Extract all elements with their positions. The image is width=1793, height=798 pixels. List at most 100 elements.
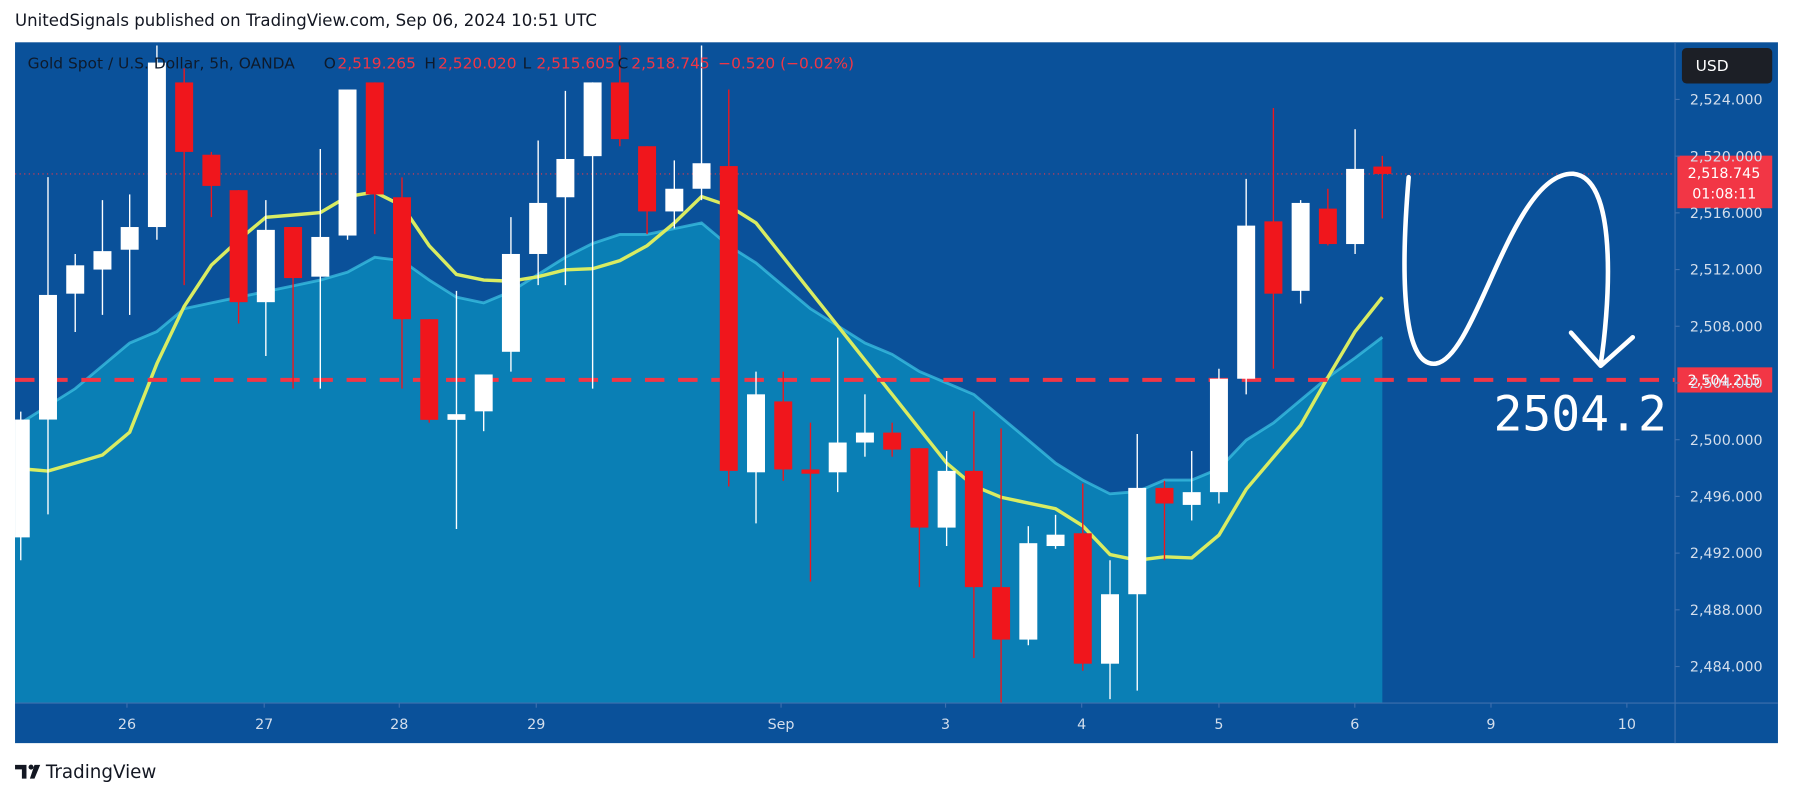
currency-label[interactable]: USD	[1696, 57, 1729, 75]
candle-body	[1209, 378, 1228, 493]
x-tick-label: 28	[390, 717, 408, 733]
header-title: UnitedSignals published on TradingView.c…	[15, 11, 597, 30]
candle-body	[229, 190, 248, 303]
candle-body	[202, 154, 221, 186]
candle-body	[175, 82, 194, 152]
candle-body	[910, 448, 929, 528]
plot-area	[15, 45, 1676, 704]
candle-body	[719, 166, 738, 471]
candle-body	[1155, 487, 1174, 504]
countdown-label: 01:08:11	[1692, 187, 1756, 203]
candle-body	[365, 82, 384, 195]
y-tick-label: 2,484.000	[1690, 660, 1763, 676]
y-tick-label: 2,520.000	[1690, 149, 1763, 165]
candle-body	[583, 82, 602, 157]
candle-body	[1128, 487, 1147, 595]
y-tick-label: 2,508.000	[1690, 319, 1763, 335]
candle-body	[393, 197, 411, 320]
candle-body	[1264, 221, 1283, 294]
x-tick-label: 9	[1486, 717, 1495, 733]
candle-body	[1046, 534, 1065, 547]
candle-body	[774, 401, 793, 470]
candle-body	[284, 227, 303, 279]
x-tick-label: 29	[527, 717, 545, 733]
x-tick-label: 27	[255, 717, 273, 733]
y-tick-label: 2,500.000	[1690, 433, 1763, 449]
candle-body	[1182, 492, 1201, 505]
legend-value: 2,515.605	[536, 55, 615, 73]
candle-body	[93, 251, 112, 270]
x-tick-label: Sep	[768, 717, 795, 733]
candle-body	[992, 587, 1011, 640]
candle-body	[447, 414, 466, 420]
candle-body	[1101, 594, 1120, 664]
level-label: 2,504.215	[1688, 373, 1761, 389]
x-tick-label: 26	[118, 717, 136, 733]
candle-body	[638, 146, 657, 212]
legend-change: −0.520 (−0.02%)	[718, 55, 854, 73]
candle-body	[1373, 166, 1392, 174]
y-tick-label: 2,488.000	[1690, 603, 1763, 619]
level-label-box	[1677, 367, 1773, 393]
legend-value: 2,519.265	[337, 55, 416, 73]
candle-body	[1346, 168, 1365, 245]
last-price-label: 2,518.745	[1688, 166, 1761, 182]
hand-drawn-arrow	[1402, 171, 1611, 366]
candle-body	[474, 374, 493, 412]
legend-key: O	[324, 55, 336, 73]
candle-body	[801, 469, 820, 474]
y-tick-label: 2,512.000	[1690, 263, 1763, 279]
y-tick-label: 2,496.000	[1690, 490, 1763, 506]
candle-body	[964, 470, 983, 588]
candle-body	[147, 62, 166, 228]
candle-body	[556, 158, 575, 198]
legend-key: H	[424, 55, 436, 73]
footer-logo	[15, 764, 41, 779]
arrow-head	[1568, 330, 1636, 369]
candle-body	[1291, 202, 1310, 291]
legend-value: 2,518.745	[631, 55, 709, 73]
legend-title: Gold Spot / U.S. Dollar, 5h, OANDA	[28, 55, 296, 73]
y-tick-label: 2,516.000	[1690, 206, 1763, 222]
footer-brand: TradingView	[45, 762, 157, 783]
x-tick-label: 5	[1214, 717, 1223, 733]
legend-key: C	[618, 55, 629, 73]
candle-body	[610, 82, 629, 140]
candle-body	[828, 442, 847, 473]
candle-body	[692, 163, 711, 189]
x-tick-label: 10	[1618, 717, 1636, 733]
x-tick-label: 6	[1350, 717, 1359, 733]
annotation: 2504.2	[1493, 386, 1666, 442]
candle-body	[15, 419, 30, 538]
legend-key: L	[523, 55, 532, 73]
candle-body	[311, 236, 330, 277]
candle-body	[420, 319, 439, 420]
candle-body	[937, 470, 956, 528]
legend-value: 2,520.020	[438, 55, 517, 73]
candle-body	[39, 294, 57, 420]
ma-area	[15, 222, 1383, 704]
y-tick-label: 2,504.000	[1690, 376, 1763, 392]
candle-body	[1318, 208, 1337, 245]
candle-body	[1237, 225, 1256, 379]
candle-body	[855, 432, 874, 443]
candle-body	[120, 227, 139, 250]
candle-body	[747, 394, 765, 473]
candle-body	[883, 432, 902, 450]
candle-body	[1073, 533, 1092, 664]
candle-body	[1019, 543, 1038, 640]
y-tick-label: 2,524.000	[1690, 93, 1763, 109]
x-tick-label: 3	[941, 717, 950, 733]
candle-body	[256, 229, 275, 303]
currency-button[interactable]	[1681, 48, 1773, 84]
x-tick-label: 4	[1077, 717, 1086, 733]
y-tick-label: 2,492.000	[1690, 546, 1763, 562]
ma-line	[19, 221, 1384, 496]
candle-body	[501, 253, 520, 352]
candle-body	[338, 89, 357, 236]
candle-body	[66, 265, 85, 294]
candle-body	[665, 188, 684, 212]
candle-body	[529, 202, 548, 254]
